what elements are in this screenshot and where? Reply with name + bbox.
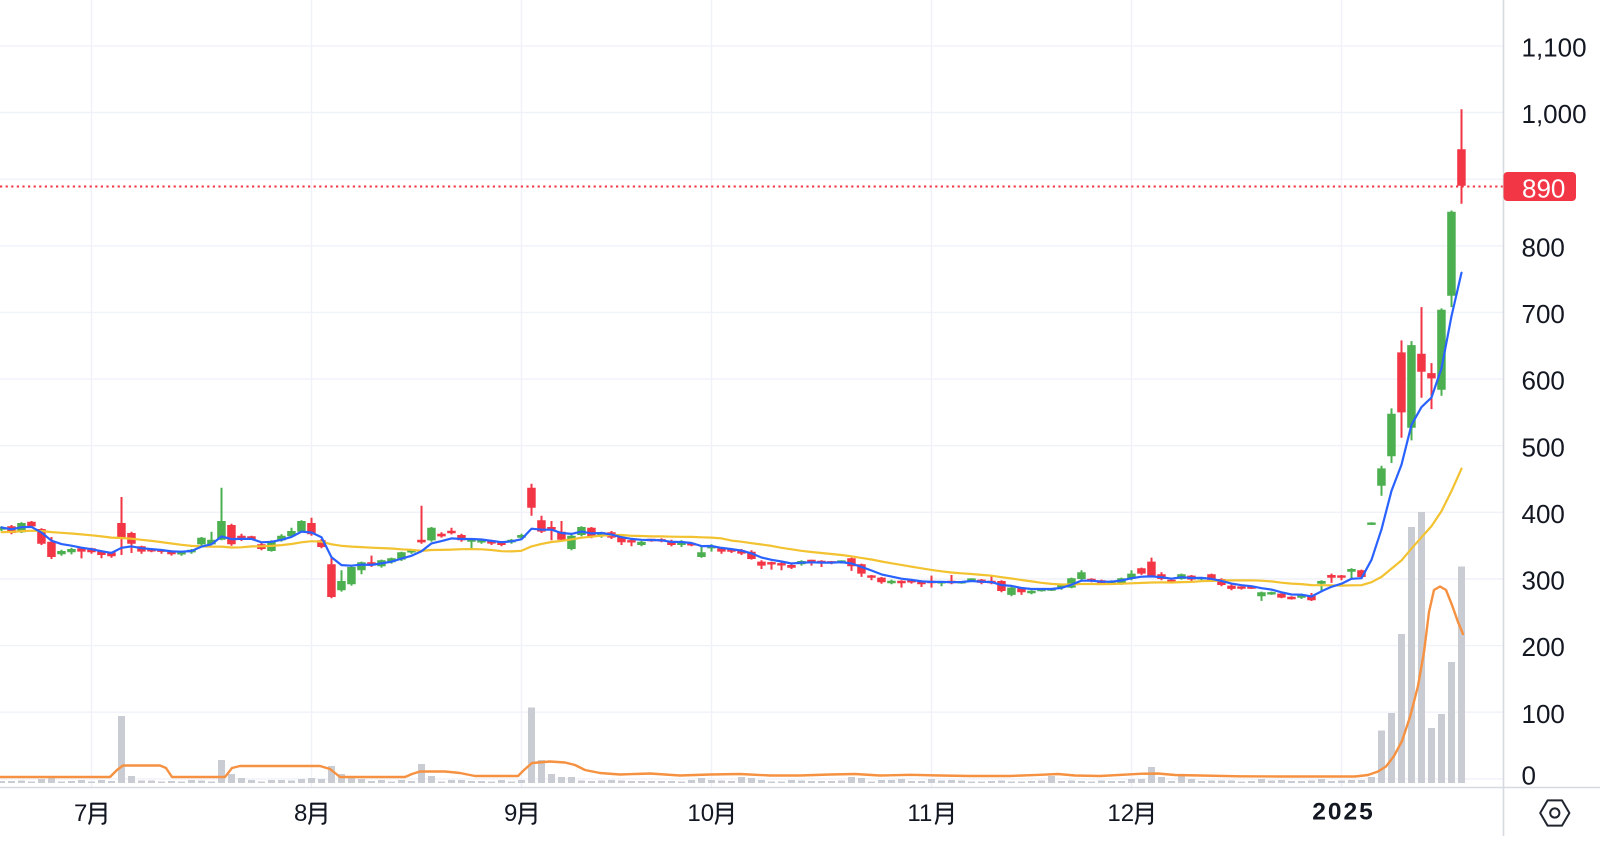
svg-text:1,100: 1,100 bbox=[1522, 33, 1587, 63]
svg-text:2025: 2025 bbox=[1312, 798, 1375, 825]
svg-text:400: 400 bbox=[1522, 499, 1565, 529]
svg-text:100: 100 bbox=[1522, 699, 1565, 729]
svg-text:9: 9 bbox=[504, 800, 517, 827]
svg-text:800: 800 bbox=[1522, 232, 1565, 262]
svg-text:11: 11 bbox=[907, 800, 932, 827]
svg-text:0: 0 bbox=[1522, 760, 1536, 790]
svg-text:10: 10 bbox=[687, 800, 714, 827]
svg-text:7: 7 bbox=[74, 800, 87, 827]
svg-text:1,000: 1,000 bbox=[1522, 99, 1587, 129]
svg-text:12: 12 bbox=[1107, 800, 1134, 827]
svg-text:600: 600 bbox=[1522, 366, 1565, 396]
svg-text:500: 500 bbox=[1522, 432, 1565, 462]
svg-text:300: 300 bbox=[1522, 566, 1565, 596]
svg-text:890: 890 bbox=[1522, 173, 1565, 203]
svg-text:700: 700 bbox=[1522, 299, 1565, 329]
svg-text:200: 200 bbox=[1522, 632, 1565, 662]
svg-text:8: 8 bbox=[294, 800, 307, 827]
